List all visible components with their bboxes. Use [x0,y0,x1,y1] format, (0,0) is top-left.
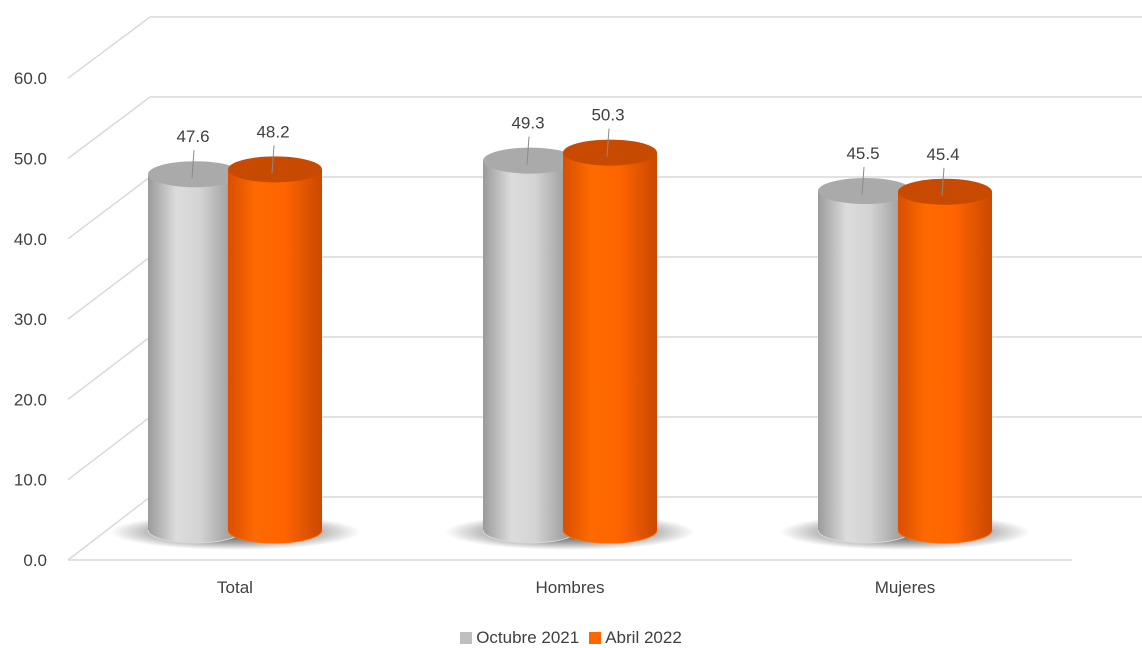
data-label-leader [191,150,195,179]
bar-total-abril-2022 [227,156,323,544]
legend-swatch [460,632,473,644]
bar-mujeres-octubre-2021 [817,178,913,544]
bar-total-octubre-2021 [147,161,243,544]
data-label: 49.3 [511,114,544,133]
gridline-diagonal [67,96,151,160]
gridline-diagonal [67,176,151,240]
gridline-diagonal [67,256,151,320]
data-label: 45.5 [846,144,879,163]
gridline-diagonal [67,496,151,561]
legend-label: Octubre 2021 [476,628,580,647]
gridline-diagonal [67,416,151,481]
bar-mujeres-abril-2022 [897,178,993,544]
x-axis: Total Hombres Mujeres [217,578,935,597]
y-tick-label: 30.0 [14,310,47,329]
data-label-leader [271,145,275,174]
legend: Octubre 2021 Abril 2022 [0,628,1142,648]
bar-hombres-abril-2022 [562,139,658,544]
x-tick-label: Mujeres [875,578,935,597]
y-tick-label: 20.0 [14,390,47,409]
data-label: 45.4 [926,145,959,164]
data-label-leader [526,136,530,165]
gridline-diagonal [67,336,151,400]
legend-label: Abril 2022 [605,628,682,647]
data-label-leader [941,167,945,196]
legend-item: Abril 2022 [589,628,682,648]
y-tick-label: 0.0 [23,551,47,570]
data-label: 47.6 [176,127,209,146]
bars: 47.6 48.2 49.3 50.3 45.5 45.4 [110,106,1030,550]
x-tick-label: Hombres [536,578,605,597]
bar-hombres-octubre-2021 [482,147,578,544]
data-label-leader [606,128,610,157]
x-tick-label: Total [217,578,253,597]
gridline-diagonal [67,16,151,79]
y-tick-label: 10.0 [14,471,47,490]
data-label: 50.3 [591,106,624,125]
y-tick-label: 50.0 [14,150,47,169]
legend-item: Octubre 2021 [460,628,579,648]
bar-chart: 0.0 10.0 20.0 30.0 40.0 50.0 60.0 47.6 48.2 49.3… [14,16,1142,597]
y-tick-label: 40.0 [14,230,47,249]
y-tick-label: 60.0 [14,69,47,88]
legend-swatch [589,632,602,644]
y-axis: 0.0 10.0 20.0 30.0 40.0 50.0 60.0 [14,69,47,570]
data-label-leader [861,166,865,196]
data-label: 48.2 [256,122,289,141]
